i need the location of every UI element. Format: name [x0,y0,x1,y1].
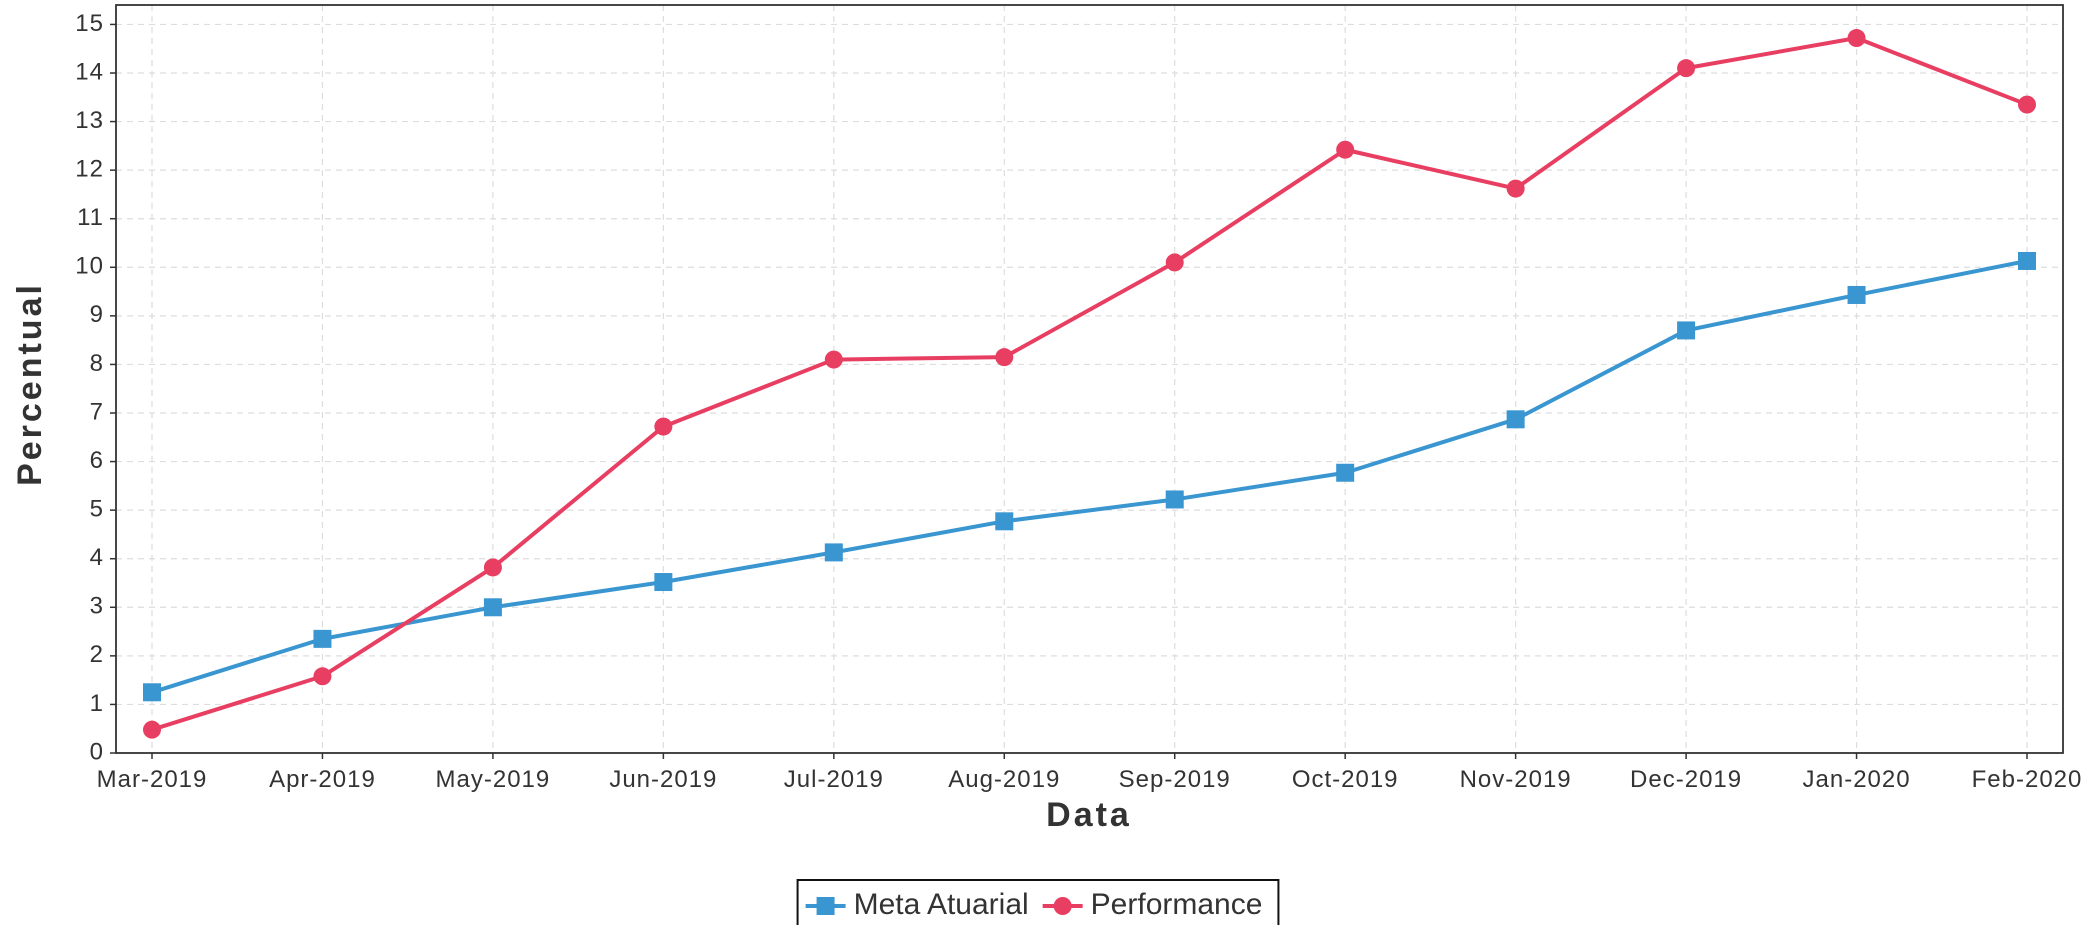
marker [824,543,843,562]
x-tick-label: Jul-2019 [784,766,884,793]
y-tick-label: 1 [90,690,104,717]
legend-box [796,879,1280,925]
x-tick-label: May-2019 [436,766,551,793]
x-tick-label: Aug-2019 [948,766,1060,793]
marker [143,683,161,702]
series-line [151,259,2028,695]
x-tick-label: Oct-2019 [1292,766,1399,793]
y-tick-label: 0 [90,738,104,765]
marker [654,573,673,592]
marker [483,558,502,577]
y-tick-label: 10 [75,253,104,280]
marker [1677,321,1696,340]
marker [1336,140,1355,159]
y-tick-label: 2 [90,641,104,668]
x-tick-label: Apr-2019 [269,766,376,793]
y-tick-label: 5 [90,495,104,522]
marker [816,897,835,915]
y-tick-label: 13 [75,107,104,134]
marker [1847,29,1866,48]
y-tick-label: 3 [90,593,104,620]
series-line [151,36,2028,732]
marker [483,598,502,617]
marker [1506,179,1525,198]
marker [995,348,1014,367]
x-tick-label: Sep-2019 [1119,766,1231,793]
marker [2018,95,2036,114]
legend: Meta Atuarial Performance [796,879,1280,925]
x-tick-label: Feb-2020 [1972,766,2083,793]
marker [1336,463,1355,482]
x-tick-label: Mar-2019 [97,766,208,793]
y-tick-label: 4 [90,544,104,571]
marker [1506,410,1525,429]
y-tick-label: 6 [90,447,104,474]
marker [1847,285,1866,304]
legend-symbol [1042,897,1083,915]
legend-symbol [805,897,846,915]
y-axis-label: Percentual [11,282,49,486]
x-tick-label: Jan-2020 [1803,766,1911,793]
marker [1165,490,1184,509]
x-tick-label: Dec-2019 [1630,766,1742,793]
legend-label: Performance [1091,888,1263,921]
marker [313,667,332,686]
y-tick-label: 12 [75,155,104,182]
x-tick-label: Nov-2019 [1460,766,1572,793]
legend-label: Meta Atuarial [854,888,1029,921]
x-axis-label: Data [1046,796,1132,834]
y-tick-label: 15 [75,10,104,37]
marker [313,629,332,648]
plot-frame [115,4,2064,754]
marker [654,417,673,436]
y-tick-label: 7 [90,398,104,425]
marker [1165,253,1184,272]
marker [1677,59,1696,78]
marker [995,512,1014,531]
y-tick-label: 11 [77,204,104,231]
y-tick-label: 8 [90,350,104,377]
x-tick-label: Jun-2019 [609,766,717,793]
marker [2018,251,2036,270]
marker [824,350,843,369]
marker [143,720,161,739]
y-tick-label: 14 [75,58,104,85]
y-tick-label: 9 [90,301,104,328]
marker [1053,897,1072,915]
